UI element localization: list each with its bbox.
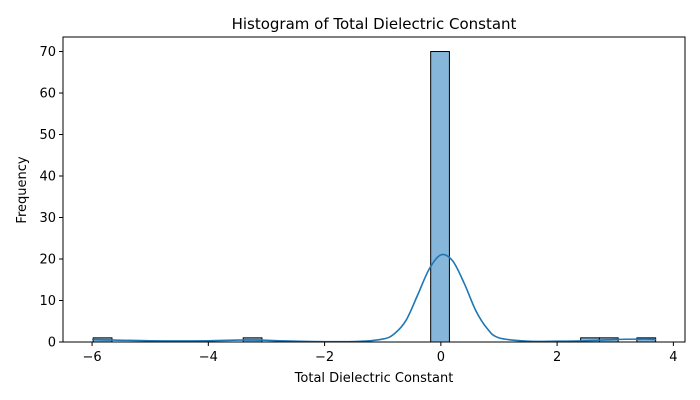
y-tick-label: 0 [48,336,56,351]
histogram-bar [430,51,450,343]
y-tick-label: 40 [39,170,56,185]
kde-curve [92,253,656,343]
x-tick-label: 0 [437,350,445,365]
y-tick-label: 20 [39,253,56,268]
x-axis-ticks: −6 −4 −2 0 2 4 [82,342,678,365]
y-axis-label: Frequency [15,156,30,223]
y-tick-label: 70 [39,45,56,60]
x-tick-label: 4 [669,350,677,365]
x-tick-label: 2 [553,350,561,365]
chart-title: Histogram of Total Dielectric Constant [232,15,517,33]
y-axis-ticks: 0 10 20 30 40 50 60 70 [39,45,63,351]
y-tick-label: 50 [39,128,56,143]
histogram-bars [92,51,657,343]
y-tick-label: 60 [39,87,56,102]
y-tick-label: 10 [39,294,56,309]
x-axis-label: Total Dielectric Constant [294,371,454,386]
y-tick-label: 30 [39,211,56,226]
x-tick-label: −6 [82,350,101,365]
plot-frame [62,36,686,343]
x-tick-label: −4 [199,350,218,365]
x-tick-label: −2 [315,350,334,365]
